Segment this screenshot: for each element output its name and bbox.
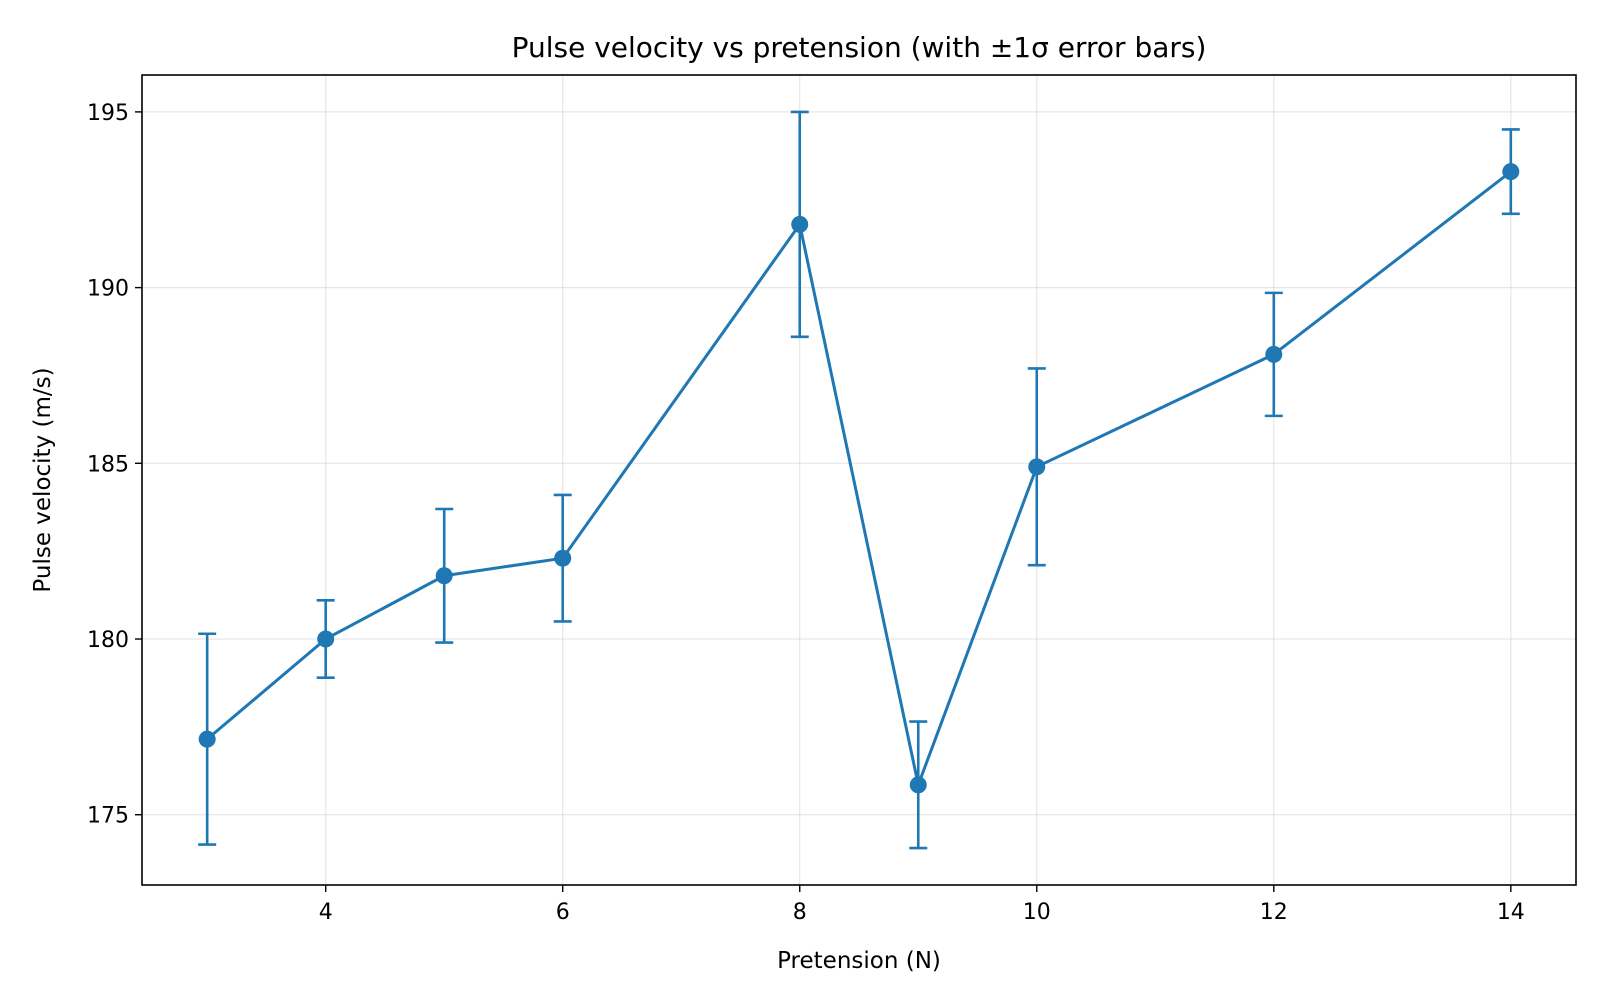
x-tick-label: 6: [556, 900, 570, 925]
y-tick-label: 180: [87, 628, 129, 653]
x-tick-label: 10: [1023, 900, 1051, 925]
plot-frame: [141, 74, 1577, 886]
data-point: [1028, 458, 1046, 476]
y-tick-label: 190: [87, 277, 129, 302]
x-tick-label: 8: [793, 900, 807, 925]
x-tick-label: 4: [319, 900, 333, 925]
data-point: [317, 630, 335, 648]
data-point: [1502, 163, 1520, 181]
series-line: [206, 170, 1512, 787]
y-tick-label: 195: [87, 101, 129, 126]
data-point: [198, 730, 216, 748]
x-axis-title: Pretension (N): [777, 948, 941, 974]
data-point: [791, 215, 809, 233]
data-point: [909, 776, 927, 794]
grid-layer: [142, 75, 1576, 885]
y-tick-label: 185: [87, 452, 129, 477]
x-tick-label: 14: [1497, 900, 1525, 925]
tick-layer: 4 6 8 10 12 14 175 180 185 190 195: [87, 101, 1525, 925]
series-layer: [198, 110, 1520, 850]
y-axis-title: Pulse velocity (m/s): [30, 367, 56, 592]
x-tick-label: 12: [1260, 900, 1288, 925]
data-point: [435, 567, 453, 585]
chart-title: Pulse velocity vs pretension (with ±1σ e…: [512, 31, 1207, 64]
data-point: [1265, 345, 1283, 363]
data-point: [554, 549, 572, 567]
y-tick-label: 175: [87, 804, 129, 829]
